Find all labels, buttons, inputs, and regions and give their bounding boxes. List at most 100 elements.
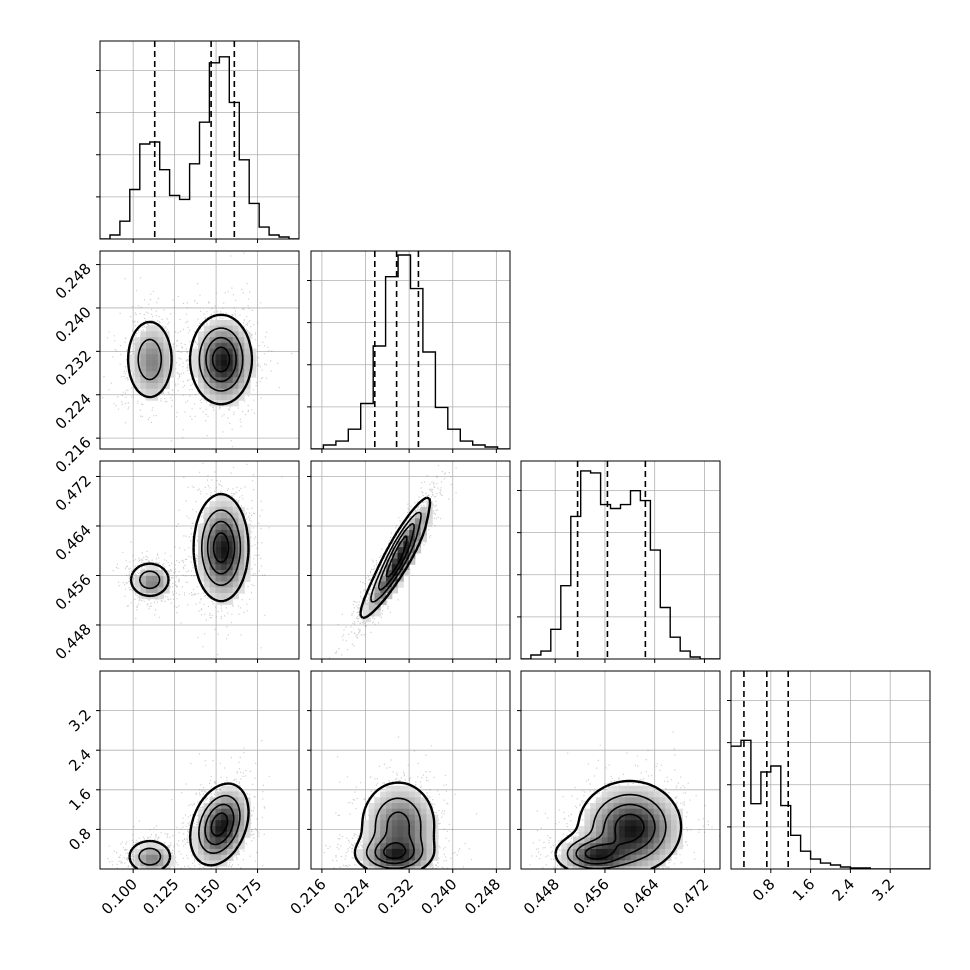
panel-frame	[99, 250, 300, 450]
density-cell	[151, 354, 159, 361]
panel-3-1	[307, 670, 511, 873]
density-cell	[209, 348, 216, 355]
density-cell	[151, 564, 159, 571]
density-cell	[146, 860, 153, 867]
density-cell	[203, 337, 211, 344]
density-cell	[391, 791, 399, 798]
density-cell	[362, 831, 370, 838]
density-cell	[561, 843, 568, 850]
density-cell	[596, 837, 603, 844]
density-cell	[192, 365, 199, 372]
density-cell	[403, 860, 410, 867]
density-cell	[215, 552, 222, 559]
density-cell	[362, 820, 370, 827]
density-cell	[601, 843, 609, 850]
density-cell	[226, 797, 234, 804]
density-cell	[414, 518, 422, 525]
density-cell	[209, 843, 216, 850]
density-cell	[238, 808, 245, 815]
density-cell	[630, 854, 637, 861]
density-cell	[403, 831, 410, 838]
density-cell	[636, 826, 643, 833]
density-cell	[209, 342, 216, 349]
density-cell	[403, 843, 410, 850]
density-cell	[647, 860, 655, 867]
density-cell	[226, 558, 234, 565]
density-cell	[157, 848, 164, 856]
density-cell	[232, 587, 239, 594]
density-cell	[238, 541, 245, 548]
density-cell	[221, 598, 228, 605]
density-cell	[391, 848, 399, 856]
density-cell	[601, 848, 609, 856]
density-cell	[221, 575, 228, 582]
density-cell	[619, 808, 626, 815]
contour-level	[377, 522, 415, 592]
density-cell	[636, 866, 643, 869]
density-cell	[203, 564, 211, 571]
density-cell	[386, 575, 393, 582]
density-cell	[198, 575, 205, 582]
density-cell	[226, 598, 234, 605]
density-cell	[665, 814, 672, 821]
density-cell	[226, 587, 234, 594]
density-cell	[157, 843, 164, 850]
density-cell	[192, 848, 199, 856]
density-cell	[232, 371, 239, 378]
density-cell	[624, 808, 632, 815]
density-cell	[386, 826, 393, 833]
density-cell	[642, 837, 649, 844]
density-cell	[203, 581, 211, 588]
density-cell	[665, 826, 672, 833]
density-cell	[642, 843, 649, 850]
contour-level	[206, 520, 236, 575]
density-cell	[244, 575, 251, 582]
density-cell	[636, 848, 643, 856]
density-cell	[203, 814, 211, 821]
density-cell	[584, 820, 591, 827]
density-cell	[391, 564, 399, 571]
density-cell	[151, 388, 159, 395]
density-cell	[596, 854, 603, 861]
density-cell	[238, 524, 245, 531]
density-cell	[572, 866, 580, 869]
density-cell	[409, 524, 416, 531]
density-cell	[613, 854, 620, 861]
density-cell	[238, 820, 245, 827]
density-cell	[198, 831, 205, 838]
density-cell	[653, 797, 660, 804]
density-cell	[226, 570, 234, 577]
density-cell	[203, 831, 211, 838]
density-cell	[221, 541, 228, 548]
density-cell	[221, 808, 228, 815]
density-cell	[671, 843, 678, 850]
panel-frame	[730, 670, 931, 870]
density-cell	[642, 814, 649, 821]
density-cell	[409, 558, 416, 565]
density-cell	[391, 558, 399, 565]
density-cell	[653, 814, 660, 821]
density-cell	[140, 348, 147, 355]
density-cell	[250, 371, 257, 378]
density-cell	[215, 535, 222, 542]
density-cell	[203, 325, 211, 332]
density-cell	[232, 518, 239, 525]
x-tick-label: 0.240	[417, 875, 460, 918]
density-cell	[397, 581, 404, 588]
density-cell	[380, 575, 387, 582]
density-cell	[238, 803, 245, 810]
density-cell	[209, 570, 216, 577]
density-cell	[647, 814, 655, 821]
density-cell	[659, 826, 666, 833]
density-cell	[619, 860, 626, 867]
density-cell	[659, 803, 666, 810]
density-cell	[607, 831, 614, 838]
density-cell	[226, 337, 234, 344]
density-cell	[676, 843, 683, 850]
density-cell	[596, 803, 603, 810]
density-cell	[232, 365, 239, 372]
density-cell	[397, 820, 404, 827]
density-cell	[414, 797, 422, 804]
density-cell	[426, 512, 433, 519]
density-cell	[209, 512, 216, 519]
